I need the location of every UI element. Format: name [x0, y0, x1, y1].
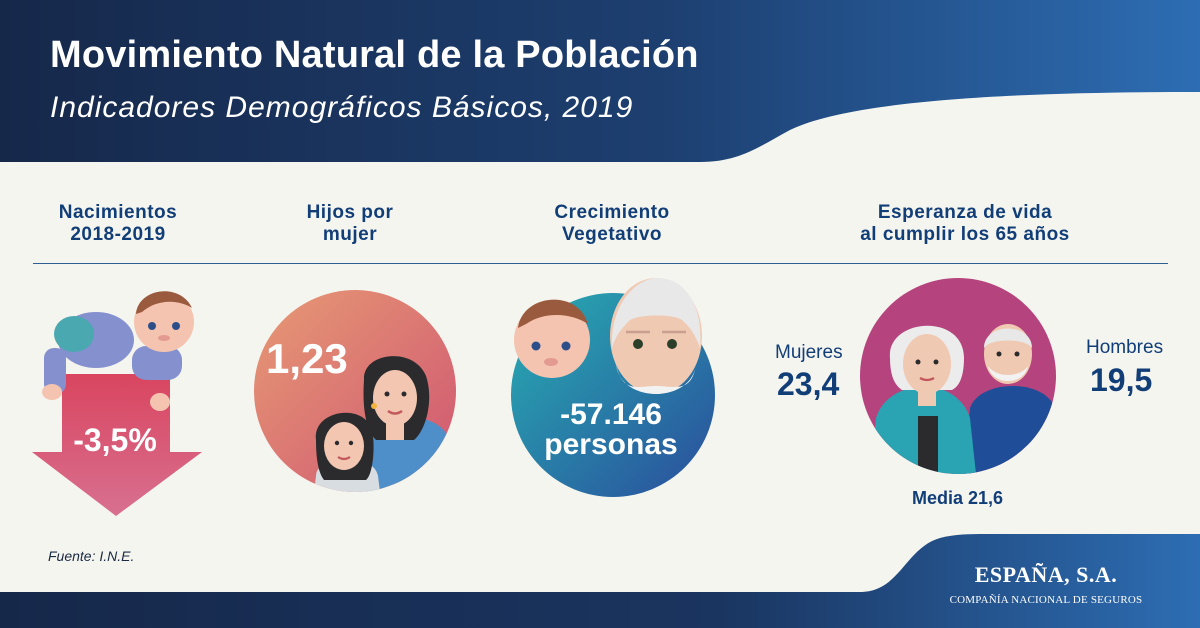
- page-title: Movimiento Natural de la Población: [50, 34, 699, 76]
- divider: [33, 263, 1168, 264]
- down-arrow-baby-illustration: [32, 291, 202, 516]
- men-label: Hombres: [1086, 337, 1164, 358]
- brand-name: ESPAÑA, S.A.: [974, 562, 1118, 587]
- brand-tagline: COMPAÑÍA NACIONAL DE SEGUROS: [949, 594, 1143, 606]
- growth-value: -57.146 personas: [544, 398, 678, 461]
- footer-banner: [0, 534, 1200, 628]
- header-banner: [0, 0, 1200, 162]
- mother-daughter-illustration: [254, 290, 456, 492]
- source-note: Fuente: I.N.E.: [48, 548, 135, 564]
- baby-elder-illustration: [511, 278, 715, 497]
- life-heading: Esperanza de vida al cumplir los 65 años: [860, 202, 1070, 245]
- average-value: Media 21,6: [912, 488, 1004, 508]
- children-value: 1,23: [266, 335, 348, 382]
- women-value: 23,4: [777, 366, 840, 402]
- page-subtitle: Indicadores Demográficos Básicos, 2019: [50, 91, 634, 124]
- women-label: Mujeres: [775, 342, 843, 363]
- elderly-couple-illustration: [860, 278, 1056, 474]
- children-heading: Hijos por mujer: [306, 202, 394, 245]
- births-heading: Nacimientos 2018-2019: [58, 202, 178, 245]
- men-value: 19,5: [1090, 362, 1153, 398]
- growth-heading: Crecimiento Vegetativo: [554, 202, 670, 245]
- company-logo: ESPAÑA, S.A. COMPAÑÍA NACIONAL DE SEGURO…: [948, 562, 1144, 606]
- births-value: -3,5%: [73, 422, 157, 458]
